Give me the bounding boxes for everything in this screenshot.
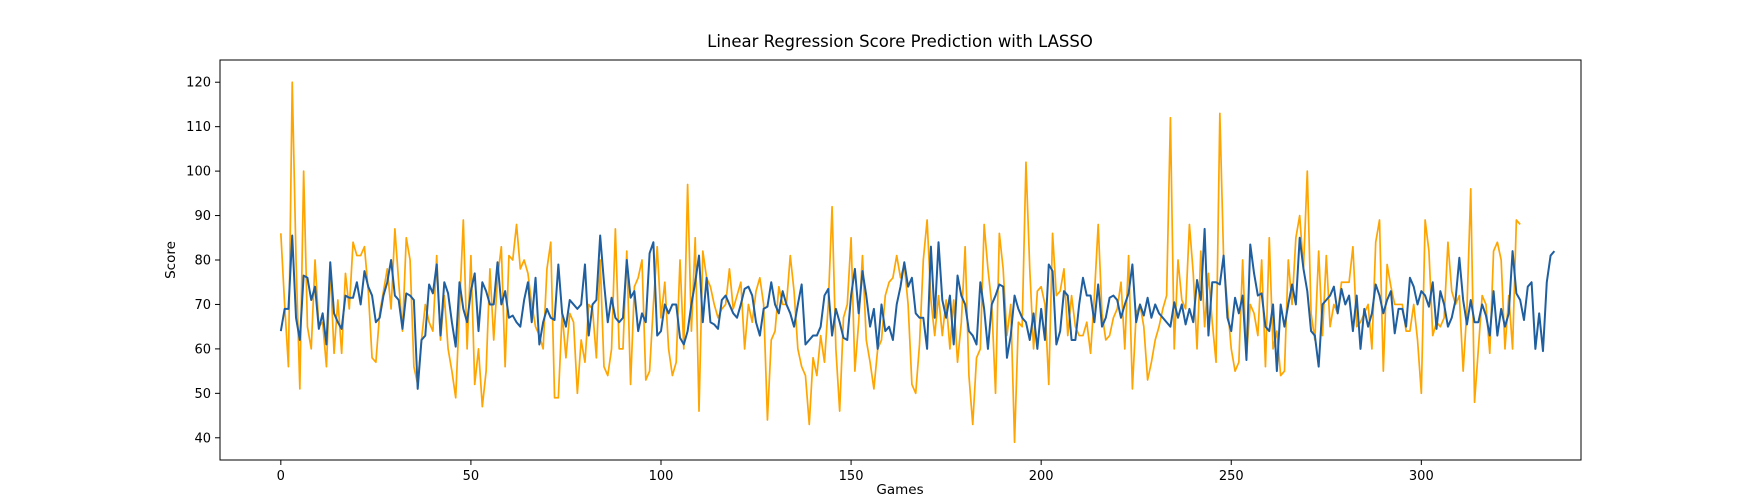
x-axis-label: Games [876,482,923,498]
chart-title: Linear Regression Score Prediction with … [707,32,1093,51]
x-tick-label: 100 [649,469,674,484]
y-tick-label: 50 [194,387,211,402]
plot-frame [219,59,1582,461]
x-tick-label: 250 [1219,469,1244,484]
y-tick-label: 60 [194,342,211,357]
y-tick-label: 100 [186,165,211,180]
x-tick-label: 150 [839,469,864,484]
y-tick-label: 110 [186,120,211,135]
series-layer [279,81,1556,444]
y-axis-label: Score [163,241,179,279]
x-tick-label: 200 [1029,469,1054,484]
x-tick-label: 300 [1409,469,1434,484]
y-tick-label: 120 [186,76,211,91]
x-tick-label: 50 [463,469,480,484]
x-tick-label: 0 [277,469,285,484]
y-tick-label: 80 [194,254,211,269]
y-tick-label: 70 [194,298,211,313]
y-tick-label: 40 [194,431,211,446]
y-tick-label: 90 [194,209,211,224]
ticks-layer: 0 50 100 150 200 250 300 40 50 60 70 80 90 100 110 120 [186,76,1434,484]
series-line-actual [279,81,1521,444]
series-line-predicted [279,227,1556,390]
